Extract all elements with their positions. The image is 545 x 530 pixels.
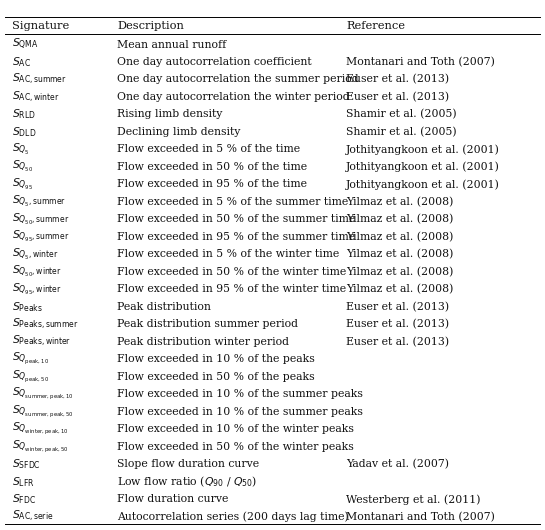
- Text: $S_{\mathrm{AC,winter}}$: $S_{\mathrm{AC,winter}}$: [12, 90, 59, 104]
- Text: $S_{Q_{\mathrm{summer,peak,50}}}$: $S_{Q_{\mathrm{summer,peak,50}}}$: [12, 404, 74, 420]
- Text: $S_{Q_{\mathrm{peak,10}}}$: $S_{Q_{\mathrm{peak,10}}}$: [12, 351, 49, 367]
- Text: Euser et al. (2013): Euser et al. (2013): [346, 337, 449, 347]
- Text: Flow exceeded in 5 % of the summer time: Flow exceeded in 5 % of the summer time: [117, 197, 348, 207]
- Text: $S_{\mathrm{RLD}}$: $S_{\mathrm{RLD}}$: [12, 108, 36, 121]
- Text: Jothityangkoon et al. (2001): Jothityangkoon et al. (2001): [346, 162, 500, 172]
- Text: Flow exceeded in 10 % of the summer peaks: Flow exceeded in 10 % of the summer peak…: [117, 390, 363, 399]
- Text: $S_{Q_{95},\mathrm{winter}}$: $S_{Q_{95},\mathrm{winter}}$: [12, 282, 62, 297]
- Text: Flow exceeded in 5 % of the winter time: Flow exceeded in 5 % of the winter time: [117, 250, 340, 259]
- Text: Montanari and Toth (2007): Montanari and Toth (2007): [346, 57, 495, 67]
- Text: Flow exceeded in 50 % of the winter time: Flow exceeded in 50 % of the winter time: [117, 267, 347, 277]
- Text: $S_{Q_{5},\mathrm{summer}}$: $S_{Q_{5},\mathrm{summer}}$: [12, 195, 66, 209]
- Text: $S_{Q_{50},\mathrm{winter}}$: $S_{Q_{50},\mathrm{winter}}$: [12, 264, 62, 279]
- Text: Flow duration curve: Flow duration curve: [117, 494, 228, 504]
- Text: $S_{\mathrm{Peaks}}$: $S_{\mathrm{Peaks}}$: [12, 300, 43, 314]
- Text: Rising limb density: Rising limb density: [117, 110, 222, 119]
- Text: Flow exceeded in 50 % of the winter peaks: Flow exceeded in 50 % of the winter peak…: [117, 442, 354, 452]
- Text: Yilmaz et al. (2008): Yilmaz et al. (2008): [346, 232, 453, 242]
- Text: Euser et al. (2013): Euser et al. (2013): [346, 319, 449, 330]
- Text: Euser et al. (2013): Euser et al. (2013): [346, 302, 449, 312]
- Text: Signature: Signature: [12, 21, 69, 31]
- Text: $S_{\mathrm{SFDC}}$: $S_{\mathrm{SFDC}}$: [12, 457, 41, 471]
- Text: Yilmaz et al. (2008): Yilmaz et al. (2008): [346, 197, 453, 207]
- Text: Peak distribution: Peak distribution: [117, 302, 211, 312]
- Text: $S_{\mathrm{AC}}$: $S_{\mathrm{AC}}$: [12, 55, 31, 69]
- Text: Reference: Reference: [346, 21, 405, 31]
- Text: Euser et al. (2013): Euser et al. (2013): [346, 74, 449, 85]
- Text: Low flow ratio ($Q_{90}$ / $Q_{50}$): Low flow ratio ($Q_{90}$ / $Q_{50}$): [117, 474, 257, 489]
- Text: Shamir et al. (2005): Shamir et al. (2005): [346, 109, 457, 120]
- Text: Flow exceeded in 50 % of the summer time: Flow exceeded in 50 % of the summer time: [117, 215, 355, 224]
- Text: Yilmaz et al. (2008): Yilmaz et al. (2008): [346, 214, 453, 225]
- Text: Flow exceeded in 50 % of the time: Flow exceeded in 50 % of the time: [117, 162, 307, 172]
- Text: Autocorrelation series (200 days lag time): Autocorrelation series (200 days lag tim…: [117, 511, 349, 522]
- Text: Yilmaz et al. (2008): Yilmaz et al. (2008): [346, 249, 453, 260]
- Text: $S_{\mathrm{AC,summer}}$: $S_{\mathrm{AC,summer}}$: [12, 72, 67, 87]
- Text: Peak distribution winter period: Peak distribution winter period: [117, 337, 289, 347]
- Text: Declining limb density: Declining limb density: [117, 127, 240, 137]
- Text: Peak distribution summer period: Peak distribution summer period: [117, 320, 298, 329]
- Text: Westerberg et al. (2011): Westerberg et al. (2011): [346, 494, 481, 505]
- Text: $S_{Q_{5}}$: $S_{Q_{5}}$: [12, 142, 30, 157]
- Text: One day autocorrelation the summer period: One day autocorrelation the summer perio…: [117, 75, 359, 84]
- Text: Jothityangkoon et al. (2001): Jothityangkoon et al. (2001): [346, 144, 500, 155]
- Text: $S_{Q_{\mathrm{winter,peak,10}}}$: $S_{Q_{\mathrm{winter,peak,10}}}$: [12, 421, 69, 437]
- Text: Flow exceeded in 95 % of the summer time: Flow exceeded in 95 % of the summer time: [117, 232, 355, 242]
- Text: $S_{Q_{50}}$: $S_{Q_{50}}$: [12, 160, 33, 174]
- Text: $S_{\mathrm{AC,serie}}$: $S_{\mathrm{AC,serie}}$: [12, 509, 53, 524]
- Text: Jothityangkoon et al. (2001): Jothityangkoon et al. (2001): [346, 179, 500, 190]
- Text: Yilmaz et al. (2008): Yilmaz et al. (2008): [346, 267, 453, 277]
- Text: One day autocorrelation coefficient: One day autocorrelation coefficient: [117, 57, 312, 67]
- Text: Flow exceeded in 10 % of the peaks: Flow exceeded in 10 % of the peaks: [117, 355, 315, 364]
- Text: Description: Description: [117, 21, 184, 31]
- Text: Flow exceeded in 10 % of the summer peaks: Flow exceeded in 10 % of the summer peak…: [117, 407, 363, 417]
- Text: Mean annual runoff: Mean annual runoff: [117, 40, 226, 49]
- Text: Flow exceeded in 5 % of the time: Flow exceeded in 5 % of the time: [117, 145, 300, 154]
- Text: $S_{Q_{\mathrm{peak,50}}}$: $S_{Q_{\mathrm{peak,50}}}$: [12, 369, 49, 385]
- Text: $S_{Q_{\mathrm{winter,peak,50}}}$: $S_{Q_{\mathrm{winter,peak,50}}}$: [12, 439, 69, 455]
- Text: $S_{Q_{50},\mathrm{summer}}$: $S_{Q_{50},\mathrm{summer}}$: [12, 212, 69, 227]
- Text: $S_{\mathrm{Peaks,summer}}$: $S_{\mathrm{Peaks,summer}}$: [12, 317, 78, 332]
- Text: $S_{\mathrm{QMA}}$: $S_{\mathrm{QMA}}$: [12, 37, 39, 52]
- Text: $S_{\mathrm{FDC}}$: $S_{\mathrm{FDC}}$: [12, 492, 36, 506]
- Text: $S_{\mathrm{Peaks,winter}}$: $S_{\mathrm{Peaks,winter}}$: [12, 334, 71, 349]
- Text: Shamir et al. (2005): Shamir et al. (2005): [346, 127, 457, 137]
- Text: $S_{Q_{95},\mathrm{summer}}$: $S_{Q_{95},\mathrm{summer}}$: [12, 229, 69, 244]
- Text: Slope flow duration curve: Slope flow duration curve: [117, 460, 259, 469]
- Text: $S_{Q_{95}}$: $S_{Q_{95}}$: [12, 177, 33, 192]
- Text: Flow exceeded in 50 % of the peaks: Flow exceeded in 50 % of the peaks: [117, 372, 315, 382]
- Text: Montanari and Toth (2007): Montanari and Toth (2007): [346, 511, 495, 522]
- Text: $S_{\mathrm{DLD}}$: $S_{\mathrm{DLD}}$: [12, 125, 37, 139]
- Text: Flow exceeded in 95 % of the winter time: Flow exceeded in 95 % of the winter time: [117, 285, 346, 294]
- Text: $S_{\mathrm{LFR}}$: $S_{\mathrm{LFR}}$: [12, 475, 35, 489]
- Text: $S_{Q_{\mathrm{summer,peak,10}}}$: $S_{Q_{\mathrm{summer,peak,10}}}$: [12, 386, 74, 402]
- Text: Flow exceeded in 95 % of the time: Flow exceeded in 95 % of the time: [117, 180, 307, 189]
- Text: $S_{Q_{5},\mathrm{winter}}$: $S_{Q_{5},\mathrm{winter}}$: [12, 247, 58, 262]
- Text: Euser et al. (2013): Euser et al. (2013): [346, 92, 449, 102]
- Text: Yilmaz et al. (2008): Yilmaz et al. (2008): [346, 284, 453, 295]
- Text: Yadav et al. (2007): Yadav et al. (2007): [346, 459, 449, 470]
- Text: Flow exceeded in 10 % of the winter peaks: Flow exceeded in 10 % of the winter peak…: [117, 425, 354, 434]
- Text: One day autocorrelation the winter period: One day autocorrelation the winter perio…: [117, 92, 350, 102]
